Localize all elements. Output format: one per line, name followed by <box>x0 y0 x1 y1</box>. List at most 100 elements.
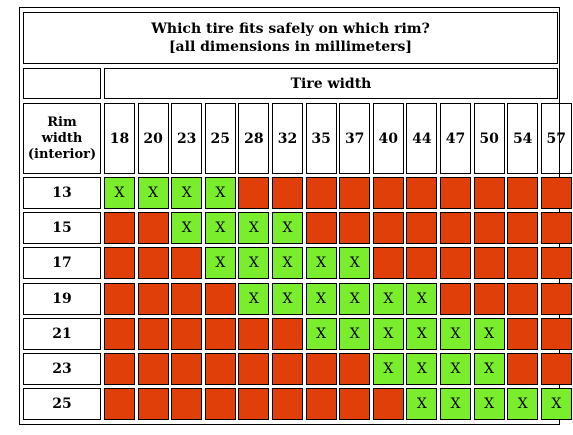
fit-cell-rim23-tire18 <box>104 353 135 385</box>
fit-cell-rim17-tire40 <box>372 247 404 280</box>
fit-cell-rim13-tire37 <box>339 177 371 209</box>
fit-cell-rim17-tire23 <box>171 247 203 280</box>
fit-cell-rim15-tire28: X <box>238 212 270 245</box>
rim-width-15: 15 <box>23 212 101 245</box>
fit-cell-rim25-tire57: X <box>540 388 572 421</box>
fit-cell-rim25-tire47: X <box>440 388 471 421</box>
fit-cell-rim15-tire47 <box>440 212 471 245</box>
fit-cell-rim15-tire18 <box>104 212 135 245</box>
table-title-line1: Which tire fits safely on which rim? <box>151 21 430 37</box>
fit-cell-rim19-tire23 <box>171 282 203 315</box>
fit-cell-rim25-tire20 <box>137 388 169 421</box>
fit-cell-rim25-tire25 <box>204 388 236 421</box>
fit-cell-rim25-tire54: X <box>507 388 539 421</box>
fit-cell-rim19-tire54 <box>507 282 539 315</box>
rim-header-line3: (interior) <box>27 146 97 162</box>
fit-cell-rim15-tire50 <box>473 212 505 245</box>
fit-cell-rim25-tire18 <box>104 388 135 421</box>
fit-cell-rim25-tire23 <box>171 388 203 421</box>
fit-cell-rim15-tire32: X <box>272 212 303 245</box>
fit-cell-rim13-tire28 <box>238 177 270 209</box>
fit-cell-rim17-tire57 <box>540 247 572 280</box>
table-title-line2: [all dimensions in millimeters] <box>168 39 413 55</box>
tire-width-32: 32 <box>272 103 303 174</box>
fit-cell-rim25-tire28 <box>238 388 270 421</box>
fit-cell-rim15-tire40 <box>372 212 404 245</box>
fit-cell-rim13-tire57 <box>540 177 572 209</box>
fit-cell-rim15-tire37 <box>339 212 371 245</box>
fit-cell-rim17-tire44 <box>406 247 438 280</box>
fit-cell-rim25-tire37 <box>339 388 371 421</box>
tire-width-44: 44 <box>406 103 438 174</box>
fit-cell-rim21-tire47: X <box>440 317 471 350</box>
tire-width-37: 37 <box>339 103 371 174</box>
fit-cell-rim25-tire35 <box>305 388 337 421</box>
rim-width-19: 19 <box>23 282 101 315</box>
fit-cell-rim19-tire40: X <box>372 282 404 315</box>
fit-cell-rim13-tire50 <box>473 177 505 209</box>
fit-cell-rim15-tire54 <box>507 212 539 245</box>
rim-width-21: 21 <box>23 317 101 350</box>
fit-cell-rim19-tire57 <box>540 282 572 315</box>
fit-cell-rim23-tire50: X <box>473 353 505 385</box>
fit-cell-rim23-tire28 <box>238 353 270 385</box>
fit-cell-rim23-tire37 <box>339 353 371 385</box>
rim-header-line2: width <box>41 130 83 146</box>
rim-width-25: 25 <box>23 388 101 421</box>
fit-cell-rim21-tire37: X <box>339 317 371 350</box>
fit-cell-rim19-tire20 <box>137 282 169 315</box>
fit-cell-rim13-tire25: X <box>204 177 236 209</box>
fit-cell-rim25-tire44: X <box>406 388 438 421</box>
fit-cell-rim21-tire18 <box>104 317 135 350</box>
rim-header-line1: Rim <box>47 114 77 130</box>
tire-width-20: 20 <box>137 103 169 174</box>
fit-cell-rim23-tire40: X <box>372 353 404 385</box>
fit-cell-rim21-tire23 <box>171 317 203 350</box>
tire-width-group-header: Tire width <box>104 68 558 99</box>
fit-cell-rim21-tire54 <box>507 317 539 350</box>
fit-cell-rim13-tire44 <box>406 177 438 209</box>
table-title: Which tire fits safely on which rim? [al… <box>23 12 558 64</box>
fit-cell-rim21-tire40: X <box>372 317 404 350</box>
fit-cell-rim19-tire18 <box>104 282 135 315</box>
fit-cell-rim21-tire57 <box>540 317 572 350</box>
fit-cell-rim23-tire47: X <box>440 353 471 385</box>
fit-cell-rim17-tire35: X <box>305 247 337 280</box>
rim-width-23: 23 <box>23 353 101 385</box>
fit-cell-rim13-tire32 <box>272 177 303 209</box>
fit-cell-rim17-tire32: X <box>272 247 303 280</box>
fit-cell-rim23-tire23 <box>171 353 203 385</box>
fit-cell-rim21-tire44: X <box>406 317 438 350</box>
fit-cell-rim13-tire35 <box>305 177 337 209</box>
fit-cell-rim23-tire44: X <box>406 353 438 385</box>
tire-width-50: 50 <box>473 103 505 174</box>
fit-cell-rim19-tire35: X <box>305 282 337 315</box>
fit-cell-rim23-tire20 <box>137 353 169 385</box>
tire-width-40: 40 <box>372 103 404 174</box>
fit-cell-rim19-tire44: X <box>406 282 438 315</box>
fit-cell-rim21-tire25 <box>204 317 236 350</box>
fit-cell-rim17-tire50 <box>473 247 505 280</box>
fit-cell-rim23-tire57 <box>540 353 572 385</box>
rim-width-13: 13 <box>23 177 101 209</box>
fit-cell-rim17-tire28: X <box>238 247 270 280</box>
fit-cell-rim15-tire23: X <box>171 212 203 245</box>
fit-cell-rim17-tire54 <box>507 247 539 280</box>
fit-cell-rim23-tire54 <box>507 353 539 385</box>
tire-width-54: 54 <box>507 103 539 174</box>
fit-cell-rim19-tire37: X <box>339 282 371 315</box>
fit-cell-rim19-tire28: X <box>238 282 270 315</box>
fit-cell-rim15-tire35 <box>305 212 337 245</box>
fit-cell-rim13-tire20: X <box>137 177 169 209</box>
fit-cell-rim13-tire40 <box>372 177 404 209</box>
fit-cell-rim15-tire57 <box>540 212 572 245</box>
fit-cell-rim21-tire28 <box>238 317 270 350</box>
tire-width-47: 47 <box>440 103 471 174</box>
fit-cell-rim19-tire25 <box>204 282 236 315</box>
fit-cell-rim13-tire47 <box>440 177 471 209</box>
fit-cell-rim25-tire40 <box>372 388 404 421</box>
tire-width-35: 35 <box>305 103 337 174</box>
tire-width-23: 23 <box>171 103 203 174</box>
fit-cell-rim15-tire25: X <box>204 212 236 245</box>
fit-cell-rim25-tire32 <box>272 388 303 421</box>
